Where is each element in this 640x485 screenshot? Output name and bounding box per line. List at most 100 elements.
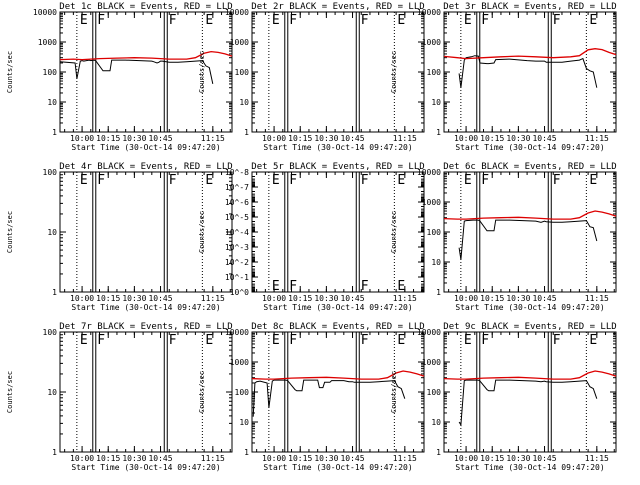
y-axis-label: Counts/sec	[390, 51, 398, 93]
panel-title: Det 3r BLACK = Events, RED = LLD	[443, 2, 616, 12]
x-axis-label: Start Time (30-Oct-14 09:47:20)	[71, 143, 220, 152]
y-tick-label: 1000	[230, 38, 249, 47]
y-tick-label: 100	[43, 328, 58, 337]
y-tick-label: 10^-2	[225, 258, 249, 267]
flag-label: F	[361, 13, 369, 28]
y-tick-label: 10	[431, 258, 441, 267]
x-axis-label: Start Time (30-Oct-14 09:47:20)	[263, 143, 412, 152]
panel-title: Det 6c BLACK = Events, RED = LLD	[443, 162, 616, 172]
plot-frame	[443, 171, 617, 293]
y-tick-label: 100	[43, 68, 58, 77]
lld-series	[443, 48, 617, 60]
x-tick-label: 10:15	[288, 294, 312, 303]
flag-label: E	[589, 13, 597, 28]
plot-frame	[443, 11, 617, 133]
y-tick-label: 10^-5	[225, 213, 249, 222]
lld-series	[59, 50, 233, 61]
panel-title: Det 7r BLACK = Events, RED = LLD	[59, 322, 232, 332]
y-tick-label: 10000	[225, 8, 249, 17]
plot-frame	[251, 331, 425, 453]
flag-label: F	[481, 13, 489, 28]
panel-title: Det 4r BLACK = Events, RED = LLD	[59, 162, 232, 172]
y-tick-label: 1	[244, 448, 249, 457]
flag-label: E	[464, 13, 472, 28]
flag-label: F	[361, 333, 369, 348]
flag-label: F	[481, 173, 489, 188]
y-axis-label: Counts/sec	[198, 51, 206, 93]
y-axis-label: Counts/sec	[6, 211, 14, 253]
y-tick-label: 1000	[38, 38, 57, 47]
flag-label: E	[272, 279, 280, 294]
x-axis-label: Start Time (30-Oct-14 09:47:20)	[455, 143, 604, 152]
x-tick-label: 10:45	[532, 134, 556, 143]
y-tick-label: 10^-6	[225, 198, 249, 207]
x-tick-label: 10:30	[506, 454, 530, 463]
flag-label: E	[272, 333, 280, 348]
y-tick-label: 1	[244, 128, 249, 137]
y-tick-label: 1	[436, 288, 441, 297]
y-tick-label: 10	[239, 98, 249, 107]
y-axis-label: Counts/sec	[390, 211, 398, 253]
flag-label: E	[397, 279, 405, 294]
panel-4: Det 4r BLACK = Events, RED = LLD Counts/s…	[6, 162, 233, 312]
flag-label: E	[397, 333, 405, 348]
flag-label: F	[97, 333, 105, 348]
x-tick-label: 10:30	[506, 294, 530, 303]
y-tick-label: 10^-7	[225, 183, 249, 192]
y-axis-label: Counts/sec	[6, 51, 14, 93]
flag-label: F	[169, 333, 177, 348]
flag-label: E	[80, 333, 88, 348]
flag-label: E	[272, 13, 280, 28]
flag-label: F	[361, 279, 369, 294]
events-series	[458, 219, 598, 260]
y-tick-label: 1000	[230, 358, 249, 367]
panel-title: Det 1c BLACK = Events, RED = LLD	[59, 2, 232, 12]
x-tick-label: 11:15	[585, 134, 609, 143]
y-axis-label: Counts/sec	[198, 211, 206, 253]
y-tick-label: 10000	[417, 328, 441, 337]
x-tick-label: 11:15	[393, 454, 417, 463]
y-tick-label: 100	[235, 68, 250, 77]
panel-9: Det 9c BLACK = Events, RED = LLD Counts/s…	[390, 322, 617, 472]
lld-series	[443, 370, 617, 380]
y-tick-label: 1000	[422, 358, 441, 367]
x-tick-label: 10:30	[122, 294, 146, 303]
x-tick-label: 10:15	[96, 454, 120, 463]
x-tick-label: 10:15	[480, 294, 504, 303]
x-tick-label: 10:15	[96, 134, 120, 143]
x-tick-label: 10:30	[122, 454, 146, 463]
x-tick-label: 11:15	[201, 134, 225, 143]
x-tick-label: 10:00	[70, 454, 94, 463]
x-axis-label: Start Time (30-Oct-14 09:47:20)	[71, 463, 220, 472]
y-tick-label: 1	[436, 128, 441, 137]
panel-2: Det 2r BLACK = Events, RED = LLD Counts/s…	[198, 2, 425, 152]
panel-title: Det 8c BLACK = Events, RED = LLD	[251, 322, 424, 332]
y-tick-label: 10	[47, 228, 57, 237]
y-axis-label: Counts/sec	[198, 371, 206, 413]
x-axis-label: Start Time (30-Oct-14 09:47:20)	[71, 303, 220, 312]
y-tick-label: 1	[436, 448, 441, 457]
x-tick-label: 11:15	[201, 454, 225, 463]
x-tick-label: 11:15	[201, 294, 225, 303]
y-axis-label: Counts/sec	[6, 371, 14, 413]
panel-1: Det 1c BLACK = Events, RED = LLD Counts/s…	[6, 2, 233, 152]
flag-label: F	[169, 13, 177, 28]
plot-frame	[251, 11, 425, 133]
flag-label: F	[553, 173, 561, 188]
panel-6: Det 6c BLACK = Events, RED = LLD Counts/s…	[390, 162, 617, 312]
y-tick-label: 10000	[417, 8, 441, 17]
flag-label: E	[397, 173, 405, 188]
flag-label: E	[464, 333, 472, 348]
y-tick-label: 10000	[33, 8, 57, 17]
events-series	[59, 59, 214, 85]
y-tick-label: 1	[52, 128, 57, 137]
y-tick-label: 10^-1	[225, 273, 249, 282]
y-tick-label: 10^0	[230, 288, 249, 297]
x-axis-label: Start Time (30-Oct-14 09:47:20)	[263, 463, 412, 472]
plot-frame	[59, 331, 233, 453]
x-tick-label: 10:00	[262, 454, 286, 463]
flag-label: F	[289, 173, 297, 188]
x-tick-label: 10:15	[288, 454, 312, 463]
panel-7: Det 7r BLACK = Events, RED = LLD Counts/s…	[6, 322, 233, 472]
